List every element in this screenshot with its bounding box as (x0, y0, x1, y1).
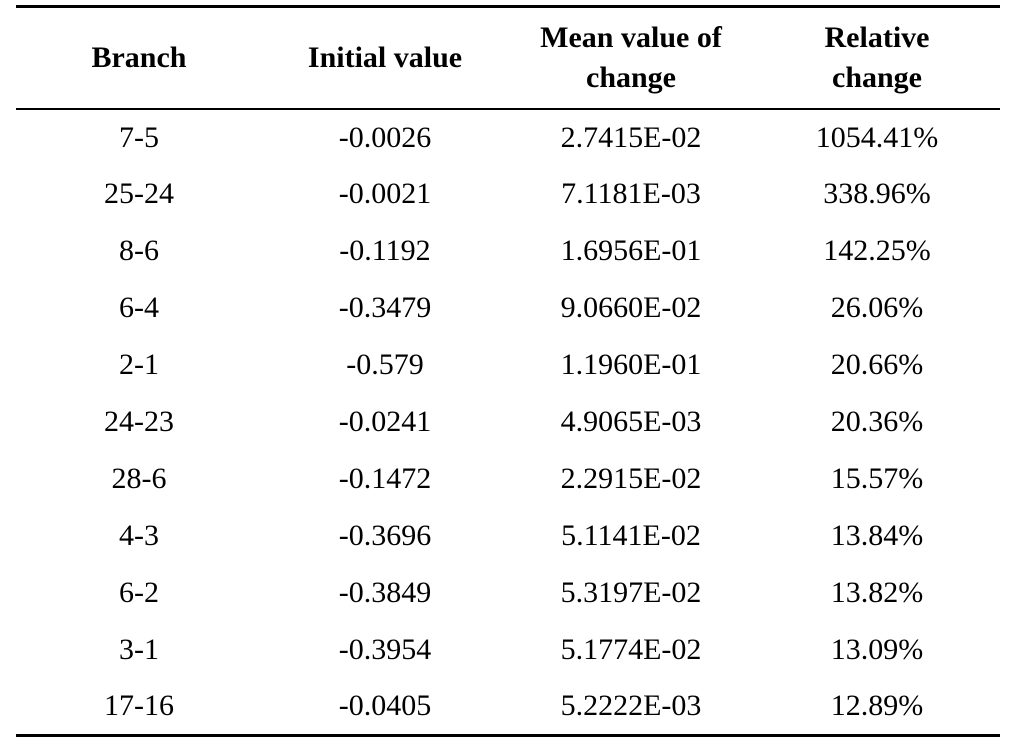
cell-mean-value-of-change: 5.3197E-02 (560, 576, 702, 609)
cell-branch: 8-6 (119, 234, 159, 267)
header-relative-line2: change (832, 60, 922, 94)
cell-initial-value: -0.1192 (339, 234, 431, 267)
table-row: 4-3 -0.3696 5.1141E-02 13.84% (16, 508, 1000, 565)
cell-branch: 24-23 (104, 405, 174, 438)
cell-relative-change: 20.36% (830, 405, 924, 438)
header-initial-value-line1: Initial value (307, 40, 463, 74)
header-mean-value-line2: change (586, 60, 676, 94)
table-row: 6-2 -0.3849 5.3197E-02 13.82% (16, 565, 1000, 622)
table-row: 7-5 -0.0026 2.7415E-02 1054.41% (16, 109, 1000, 166)
cell-branch: 2-1 (119, 348, 159, 381)
cell-branch: 3-1 (119, 633, 159, 666)
cell-initial-value: -0.3954 (338, 633, 432, 666)
cell-branch: 25-24 (104, 177, 174, 210)
cell-initial-value: -0.3696 (338, 519, 432, 552)
header-branch: Branch (16, 5, 262, 110)
cell-mean-value-of-change: 2.7415E-02 (560, 120, 702, 154)
table-body: 7-5 -0.0026 2.7415E-02 1054.41% 25-24 -0… (16, 109, 1000, 737)
table-row: 25-24 -0.0021 7.1181E-03 338.96% (16, 166, 1000, 223)
cell-branch: 6-4 (119, 291, 159, 324)
header-relative-line1: Relative (824, 20, 930, 54)
cell-mean-value-of-change: 1.6956E-01 (560, 234, 702, 267)
cell-branch: 6-2 (119, 576, 159, 609)
branch-change-table: Branch Initial value Mean value of chang… (16, 5, 1000, 737)
cell-relative-change: 1054.41% (815, 120, 939, 154)
header-branch-line1: Branch (91, 40, 187, 74)
cell-initial-value: -0.579 (346, 348, 424, 381)
cell-branch: 4-3 (119, 519, 159, 552)
cell-branch: 28-6 (111, 462, 167, 495)
cell-mean-value-of-change: 2.2915E-02 (560, 462, 702, 495)
cell-initial-value: -0.0021 (338, 177, 432, 210)
cell-initial-value: -0.0241 (338, 405, 432, 438)
cell-mean-value-of-change: 4.9065E-03 (560, 405, 702, 438)
cell-mean-value-of-change: 5.1774E-02 (560, 633, 702, 666)
header-mean-value-line1: Mean value of (540, 20, 722, 54)
cell-branch: 17-16 (16, 678, 262, 737)
cell-relative-change: 13.84% (830, 519, 924, 552)
cell-relative-change: 13.82% (830, 576, 924, 609)
cell-relative-change: 20.66% (830, 348, 924, 381)
cell-relative-change: 142.25% (823, 234, 931, 267)
cell-mean-value-of-change: 9.0660E-02 (560, 291, 702, 324)
cell-mean-value-of-change: 5.1141E-02 (561, 519, 701, 552)
cell-relative-change: 26.06% (830, 291, 924, 324)
cell-initial-value: -0.0405 (262, 678, 508, 737)
cell-mean-value-of-change: 5.2222E-03 (508, 678, 754, 737)
cell-branch: 7-5 (119, 120, 159, 154)
cell-relative-change: 12.89% (754, 678, 1000, 737)
header-row: Branch Initial value Mean value of chang… (16, 5, 1000, 110)
header-relative-change: Relative change (754, 5, 1000, 110)
cell-relative-change: 13.09% (830, 633, 924, 666)
cell-initial-value: -0.3479 (338, 291, 432, 324)
branch-change-table-container: Branch Initial value Mean value of chang… (16, 5, 1000, 737)
cell-initial-value: -0.0026 (338, 120, 432, 154)
cell-initial-value: -0.3849 (338, 576, 432, 609)
header-mean-value-of-change: Mean value of change (508, 5, 754, 110)
cell-mean-value-of-change: 7.1181E-03 (561, 177, 701, 210)
table-row: 3-1 -0.3954 5.1774E-02 13.09% (16, 622, 1000, 679)
table-header: Branch Initial value Mean value of chang… (16, 5, 1000, 110)
table-row: 24-23 -0.0241 4.9065E-03 20.36% (16, 394, 1000, 451)
cell-initial-value: -0.1472 (338, 462, 432, 495)
header-initial-value: Initial value (262, 5, 508, 110)
cell-mean-value-of-change: 1.1960E-01 (560, 348, 702, 381)
table-row: 8-6 -0.1192 1.6956E-01 142.25% (16, 223, 1000, 280)
table-row: 17-16 -0.0405 5.2222E-03 12.89% (16, 678, 1000, 737)
table-row: 6-4 -0.3479 9.0660E-02 26.06% (16, 280, 1000, 337)
table-row: 2-1 -0.579 1.1960E-01 20.66% (16, 337, 1000, 394)
cell-relative-change: 15.57% (830, 462, 924, 495)
table-row: 28-6 -0.1472 2.2915E-02 15.57% (16, 451, 1000, 508)
cell-relative-change: 338.96% (823, 177, 931, 210)
